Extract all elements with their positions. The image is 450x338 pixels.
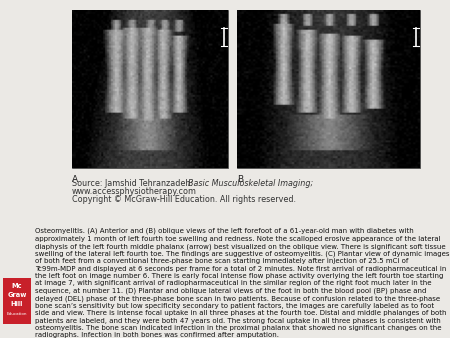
Text: Basic Musculoskeletal Imaging;: Basic Musculoskeletal Imaging; [188, 179, 313, 188]
Text: Hill: Hill [11, 301, 23, 307]
Text: Graw: Graw [7, 292, 27, 298]
Bar [72, 10, 228, 168]
Text: Education: Education [7, 312, 27, 316]
Text: www.accessphysiotherapy.com: www.accessphysiotherapy.com [72, 187, 197, 196]
Text: Mc: Mc [12, 283, 22, 289]
Text: A: A [72, 175, 78, 184]
Text: Source: Jamshid Tehranzadeh:: Source: Jamshid Tehranzadeh: [72, 179, 195, 188]
Text: Osteomyelitis. (A) Anterior and (B) oblique views of the left forefoot of a 61-y: Osteomyelitis. (A) Anterior and (B) obli… [35, 228, 450, 338]
Bar [3, 278, 31, 324]
Text: Copyright © McGraw-Hill Education. All rights reserved.: Copyright © McGraw-Hill Education. All r… [72, 195, 296, 204]
Text: B: B [237, 175, 243, 184]
Bar [237, 10, 420, 168]
